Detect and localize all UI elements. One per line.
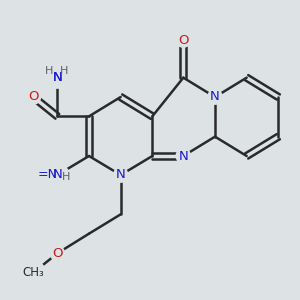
Text: N: N <box>52 71 62 84</box>
Text: H: H <box>62 172 70 182</box>
Circle shape <box>50 168 64 182</box>
Text: H: H <box>60 66 68 76</box>
Circle shape <box>176 33 190 47</box>
Circle shape <box>113 168 128 182</box>
Circle shape <box>47 67 68 88</box>
Circle shape <box>50 246 64 260</box>
Circle shape <box>46 164 69 186</box>
Text: H: H <box>45 66 53 76</box>
Circle shape <box>21 261 45 285</box>
Circle shape <box>26 90 40 104</box>
Circle shape <box>208 90 222 104</box>
Text: N: N <box>178 149 188 163</box>
Text: =N: =N <box>37 169 57 182</box>
Circle shape <box>176 149 190 163</box>
Text: N: N <box>116 169 125 182</box>
Text: O: O <box>28 91 39 103</box>
Text: N: N <box>52 169 62 182</box>
Text: N: N <box>52 71 62 84</box>
Text: CH₃: CH₃ <box>22 266 44 279</box>
Text: O: O <box>52 247 63 260</box>
Text: N: N <box>210 91 220 103</box>
Circle shape <box>50 70 64 85</box>
Text: O: O <box>178 34 189 46</box>
